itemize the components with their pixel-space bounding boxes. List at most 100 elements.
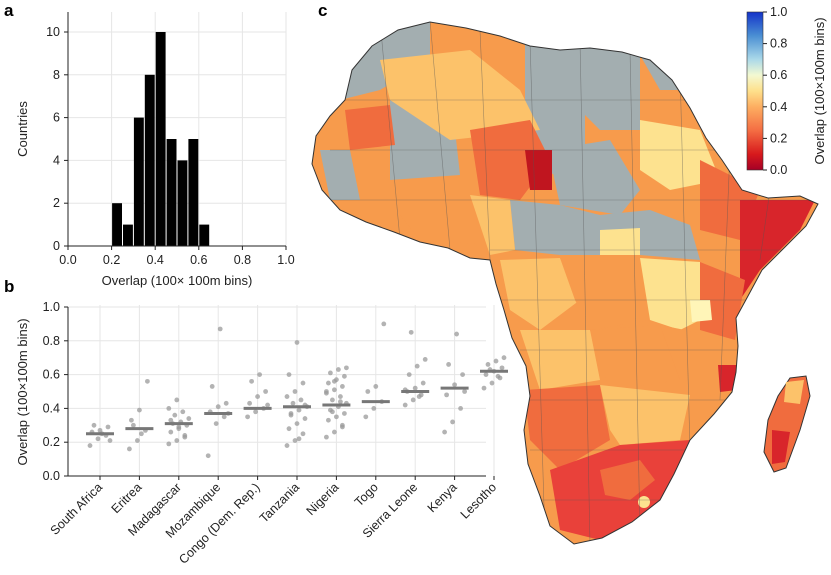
strip-point bbox=[342, 373, 347, 379]
strip-point bbox=[294, 340, 300, 345]
histogram-y-tick-label: 10 bbox=[46, 25, 60, 39]
region-lake-area bbox=[690, 300, 712, 322]
strip-point bbox=[166, 441, 172, 447]
strip-plot-panel-b: 0.0 0.2 0.4 0.6 0.8 1.0 South Africa EritreaMa… bbox=[15, 300, 508, 567]
colorbar-tick-label: 1.0 bbox=[770, 5, 787, 19]
strip-category-label: Nigeria bbox=[304, 480, 342, 518]
strip-point bbox=[166, 406, 172, 411]
strip-point bbox=[137, 407, 142, 413]
region-zambia bbox=[590, 325, 680, 390]
strip-point bbox=[145, 378, 150, 384]
region-mozambique-n bbox=[660, 325, 735, 400]
histogram-bar bbox=[166, 139, 177, 246]
africa-coastline bbox=[311, 21, 819, 545]
histogram-bars bbox=[112, 32, 210, 246]
strip-point bbox=[363, 414, 369, 420]
strip-point bbox=[265, 402, 270, 408]
strip-point bbox=[172, 412, 178, 418]
strip-point bbox=[326, 417, 331, 423]
madagascar-north bbox=[784, 380, 804, 404]
region-drc-central bbox=[560, 258, 650, 330]
histogram-bar bbox=[133, 117, 144, 246]
region-borders bbox=[330, 22, 810, 544]
strip-point bbox=[334, 414, 339, 420]
strip-point bbox=[205, 453, 211, 459]
strip-point bbox=[340, 384, 345, 389]
strip-point bbox=[338, 394, 343, 399]
histogram-y-tick-label: 6 bbox=[53, 111, 60, 125]
strip-point bbox=[209, 384, 215, 389]
strip-point bbox=[296, 436, 302, 442]
strip-point bbox=[412, 385, 418, 391]
region-moz-coast bbox=[718, 365, 736, 392]
strip-point bbox=[126, 446, 132, 452]
region-mali-area bbox=[390, 100, 460, 180]
colorbar-tick-label: 0.2 bbox=[770, 131, 787, 145]
strip-x-ticks: South Africa EritreaMadagascarMozambiqueC… bbox=[48, 476, 499, 567]
strip-point bbox=[489, 380, 495, 386]
region-mauritania bbox=[345, 105, 395, 150]
histogram-bar bbox=[188, 139, 199, 246]
strip-point bbox=[493, 358, 499, 364]
strip-point bbox=[373, 384, 379, 389]
strip-grid bbox=[68, 305, 495, 477]
histogram-y-label: Countries bbox=[15, 101, 30, 157]
strip-point bbox=[215, 404, 221, 410]
strip-point bbox=[454, 331, 459, 337]
region-congo-west bbox=[500, 258, 580, 330]
strip-point bbox=[288, 412, 294, 418]
strip-point bbox=[87, 443, 93, 448]
strip-point bbox=[324, 434, 329, 440]
strip-point bbox=[296, 407, 302, 413]
region-sa-inner bbox=[600, 460, 655, 500]
strip-point bbox=[168, 429, 174, 435]
colorbar-ticks: 1.0 0.8 0.6 0.4 0.2 0.0 bbox=[763, 5, 787, 177]
strip-category-label: South Africa bbox=[48, 480, 106, 538]
strip-point bbox=[292, 438, 298, 443]
strip-point bbox=[371, 406, 377, 411]
histogram-bar bbox=[177, 160, 188, 246]
strip-point bbox=[95, 436, 101, 442]
strip-point bbox=[460, 372, 465, 377]
region-kenya-tanz bbox=[700, 262, 745, 340]
strip-point bbox=[105, 424, 111, 430]
strip-point bbox=[336, 367, 341, 372]
colorbar-tick-label: 0.8 bbox=[770, 37, 787, 51]
histogram-y-ticks: 0 2 4 6 8 10 bbox=[46, 25, 68, 253]
strip-category-label: Lesotho bbox=[458, 480, 499, 521]
strip-point bbox=[174, 438, 180, 443]
region-nigeria-area bbox=[470, 195, 515, 255]
region-algeria-area bbox=[380, 50, 540, 140]
strip-point bbox=[284, 443, 290, 448]
strip-point bbox=[292, 389, 298, 394]
colorbar-tick-label: 0.0 bbox=[770, 163, 787, 177]
region-darkred bbox=[525, 150, 552, 190]
histogram-grid bbox=[67, 12, 287, 247]
histogram-x-tick-label: 0.0 bbox=[59, 253, 76, 267]
strip-point bbox=[245, 414, 251, 420]
strip-point bbox=[139, 431, 144, 437]
strip-y-tick-label: 0.2 bbox=[43, 435, 60, 449]
histogram-panel-a: 0.0 0.2 0.4 0.6 0.8 1.0 0 2 4 6 8 10 Overlap (100×… bbox=[15, 12, 295, 288]
strip-y-tick-label: 0.6 bbox=[43, 368, 60, 382]
strip-medians bbox=[86, 369, 508, 436]
strip-point bbox=[221, 414, 227, 420]
strip-point bbox=[180, 409, 186, 415]
strip-point bbox=[91, 422, 97, 428]
strip-point bbox=[263, 389, 268, 394]
histogram-bar bbox=[112, 203, 122, 246]
strip-point bbox=[302, 416, 308, 421]
strip-point bbox=[174, 397, 180, 403]
strip-point bbox=[338, 399, 343, 405]
strip-y-tick-label: 0.4 bbox=[43, 401, 60, 415]
strip-point bbox=[290, 400, 296, 406]
strip-point bbox=[330, 397, 335, 403]
histogram-x-tick-label: 0.4 bbox=[147, 253, 164, 267]
strip-category-label: Tanzania bbox=[257, 480, 302, 525]
strip-point bbox=[495, 373, 501, 379]
strip-point bbox=[332, 429, 337, 435]
colorbar-gradient bbox=[746, 11, 764, 171]
strip-point bbox=[247, 400, 253, 406]
strip-point bbox=[298, 397, 304, 403]
strip-point bbox=[217, 326, 223, 332]
